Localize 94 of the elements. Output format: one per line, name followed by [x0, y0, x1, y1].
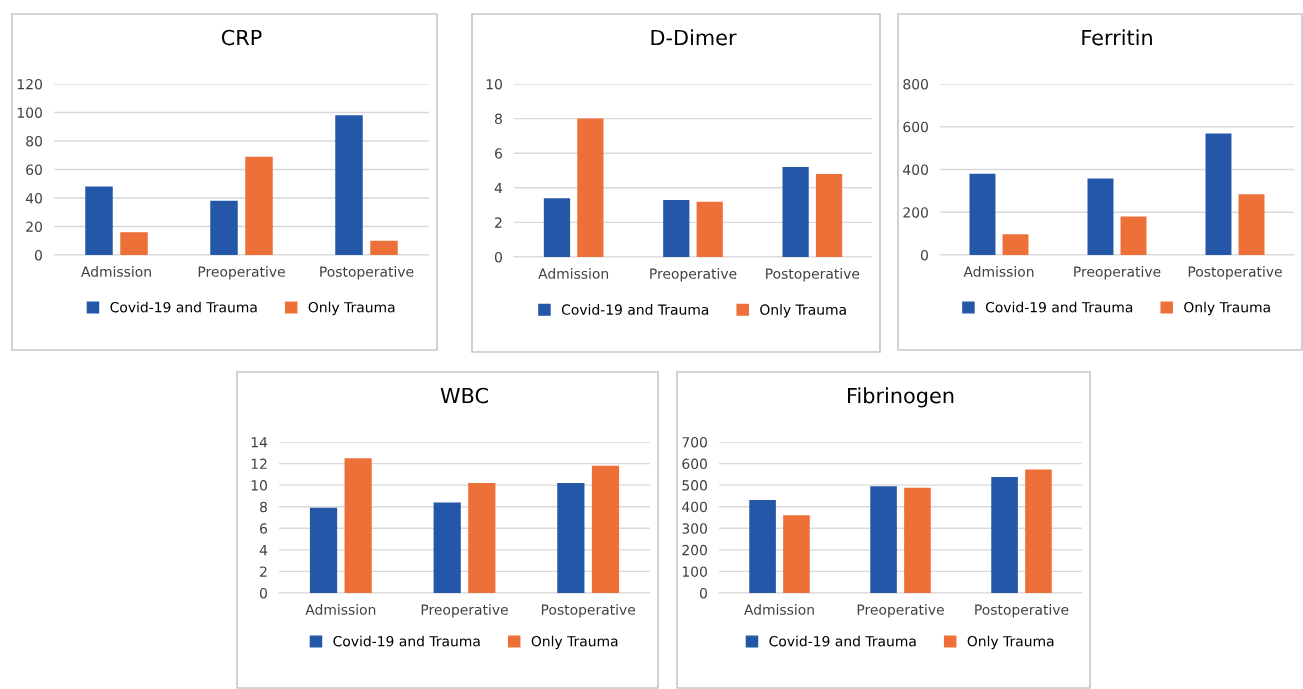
x-tick-label: Postoperative	[766, 268, 860, 282]
y-tick-label: 0	[259, 587, 267, 599]
bar	[1120, 216, 1147, 255]
bar	[870, 486, 897, 593]
bar	[210, 200, 238, 255]
y-tick-label: 0	[920, 249, 928, 261]
x-tick-label: Admission	[305, 604, 376, 615]
y-tick-label: 6	[260, 523, 268, 534]
legend-label: Covid-19 and Trauma	[561, 304, 709, 315]
y-tick-label: 14	[251, 437, 268, 448]
x-tick-label: Postoperative	[320, 266, 414, 280]
bar	[543, 198, 571, 257]
bar	[1002, 234, 1029, 255]
y-tick-label: 500	[682, 480, 707, 491]
bar	[749, 500, 776, 593]
bar	[991, 476, 1018, 593]
y-tick-label: 40	[25, 192, 42, 204]
legend-label: Covid-19 and Trauma	[985, 301, 1133, 313]
bar	[309, 507, 338, 593]
bar	[1205, 133, 1232, 255]
y-tick-label: 400	[903, 164, 928, 175]
x-tick-label: Admission	[538, 268, 609, 279]
x-tick-label: Preoperative	[198, 266, 285, 280]
x-tick-label: Preoperative	[421, 604, 508, 618]
bar	[1087, 178, 1114, 255]
y-tick-label: 600	[903, 121, 928, 133]
bar	[370, 240, 398, 255]
y-tick-label: 200	[682, 544, 707, 556]
y-tick-label: 100	[17, 107, 42, 118]
x-tick-label: Postoperative	[1188, 266, 1282, 280]
x-tick-label: Preoperative	[650, 268, 737, 282]
legend-label: Only Trauma	[531, 635, 618, 650]
y-tick-label: 80	[26, 135, 42, 147]
bar	[85, 186, 113, 255]
x-tick-label: Preoperative	[857, 604, 944, 618]
bar	[433, 502, 461, 593]
bar	[591, 465, 620, 593]
y-tick-label: 4	[259, 545, 268, 556]
y-tick-label: 4	[494, 182, 503, 194]
y-tick-label: 60	[26, 164, 42, 175]
bar	[815, 173, 843, 257]
y-tick-label: 6	[495, 148, 503, 159]
legend-label: Only Trauma	[1184, 301, 1270, 316]
y-tick-label: 2	[260, 566, 267, 577]
bar	[904, 487, 931, 593]
x-tick-label: Postoperative	[541, 604, 636, 618]
y-tick-label: 20	[26, 221, 42, 232]
bar	[344, 458, 372, 593]
y-tick-label: 100	[682, 566, 707, 577]
chart-title: D-Dimer	[651, 29, 737, 46]
legend-label: Covid-19 and Trauma	[333, 635, 480, 647]
bar	[782, 167, 809, 257]
y-tick-label: 300	[682, 523, 707, 534]
legend-label: Only Trauma	[760, 304, 846, 318]
legend-label: Only Trauma	[967, 635, 1054, 650]
y-tick-label: 8	[494, 113, 502, 125]
chart-title: WBC	[440, 387, 488, 404]
bar	[245, 156, 273, 255]
chart-title: Fibrinogen	[848, 387, 954, 408]
y-tick-label: 0	[494, 251, 502, 263]
bar	[969, 173, 996, 255]
chart-title: CRP	[221, 29, 262, 46]
y-tick-label: 200	[903, 207, 928, 218]
y-tick-label: 800	[903, 78, 928, 90]
y-tick-label: 8	[259, 501, 267, 513]
bar	[577, 118, 604, 257]
y-tick-label: 10	[486, 78, 502, 90]
y-tick-label: 400	[682, 501, 707, 513]
y-tick-label: 120	[17, 78, 42, 90]
x-tick-label: Preoperative	[1074, 266, 1161, 280]
bar	[783, 515, 810, 593]
bar	[1238, 194, 1265, 255]
y-tick-label: 10	[251, 480, 267, 491]
x-tick-label: Admission	[81, 266, 151, 277]
x-tick-label: Admission	[963, 266, 1034, 277]
y-tick-label: 0	[699, 587, 707, 599]
bar	[468, 482, 496, 593]
bar	[335, 115, 363, 255]
y-tick-label: 700	[682, 436, 707, 448]
y-tick-label: 600	[682, 458, 707, 470]
x-tick-label: Admission	[744, 604, 814, 615]
bar	[120, 232, 148, 255]
legend-label: Covid-19 and Trauma	[769, 635, 916, 647]
chart-title: Ferritin	[1082, 29, 1152, 46]
bar	[1025, 469, 1052, 593]
y-tick-label: 12	[251, 458, 267, 469]
x-tick-label: Postoperative	[975, 604, 1069, 618]
bar	[663, 199, 690, 257]
bar	[696, 201, 723, 257]
bar	[557, 482, 585, 593]
legend-label: Only Trauma	[308, 301, 395, 316]
y-tick-label: 0	[34, 249, 42, 261]
y-tick-label: 2	[495, 217, 502, 228]
legend-label: Covid-19 and Trauma	[110, 301, 257, 313]
